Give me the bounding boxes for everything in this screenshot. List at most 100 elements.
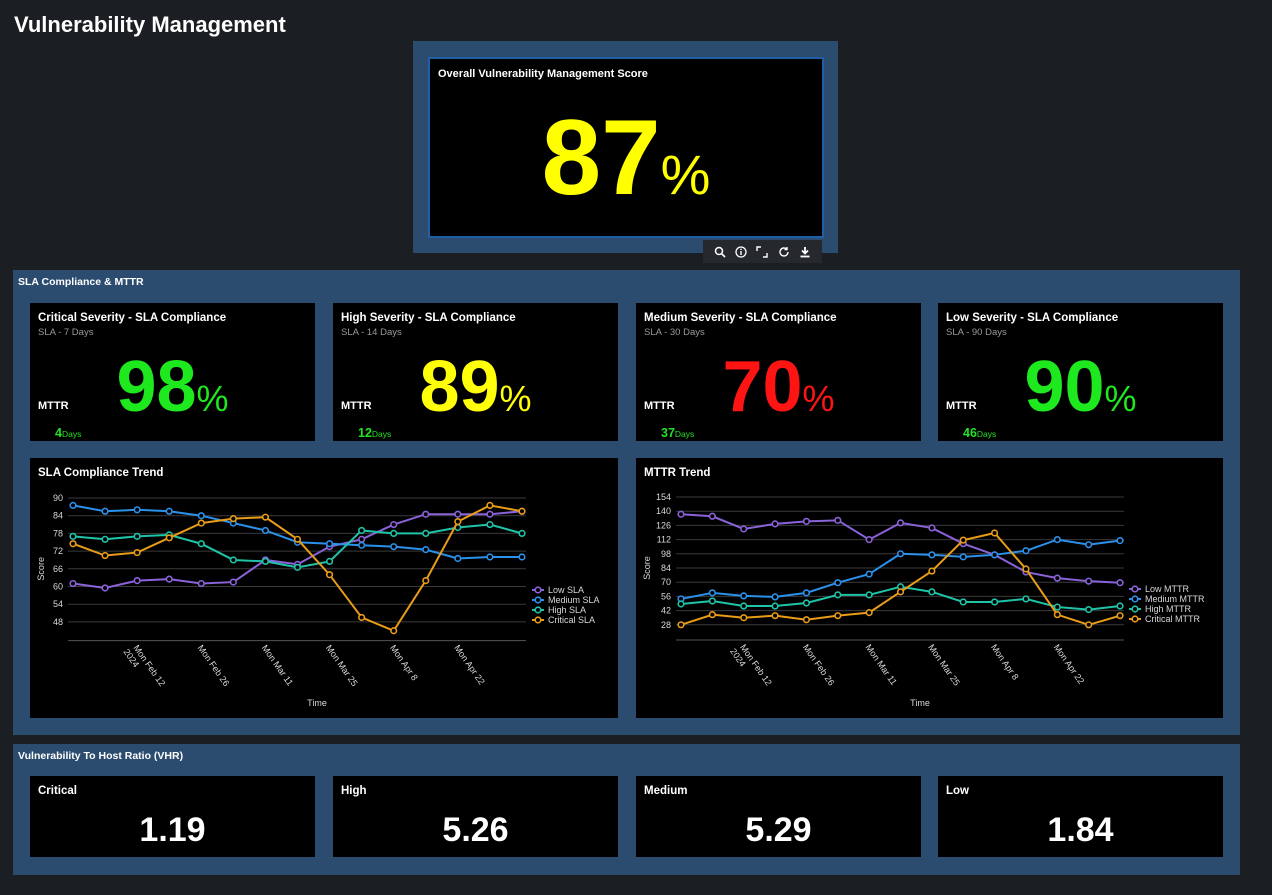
data-point	[133, 506, 141, 514]
card-title: High	[341, 785, 367, 797]
data-point	[390, 543, 398, 551]
legend-label[interactable]: Low SLA	[548, 585, 584, 595]
section-title: Vulnerability To Host Ratio (VHR)	[18, 750, 184, 762]
data-point	[133, 576, 141, 585]
data-point	[771, 520, 779, 528]
data-point	[486, 553, 494, 561]
data-point	[740, 614, 748, 622]
y-tick-label: 42	[661, 606, 671, 616]
download-button[interactable]	[799, 246, 811, 258]
data-point	[740, 592, 748, 600]
data-point	[229, 578, 237, 586]
sla-unit: %	[802, 378, 835, 419]
data-point	[896, 550, 905, 558]
mttr-unit: Days	[371, 429, 392, 439]
search-button[interactable]	[714, 246, 726, 258]
data-point	[69, 532, 77, 540]
data-point	[677, 600, 685, 608]
legend-label[interactable]: Low MTTR	[1145, 584, 1190, 594]
data-point	[454, 510, 462, 518]
mttr-value: 46	[963, 426, 977, 440]
y-tick-label: 28	[661, 620, 671, 630]
score-value-row: 87%	[430, 104, 822, 211]
sla-value-row: 98%	[30, 351, 315, 423]
chart-card: SLA Compliance Trend 48 54 60 66 72 78 84 90 Mon …	[30, 458, 618, 718]
sla-unit: %	[499, 378, 532, 419]
mttr-value: 37	[661, 426, 675, 440]
sla-value: 70	[722, 347, 803, 427]
y-tick-label: 48	[53, 617, 63, 627]
refresh-button[interactable]	[778, 246, 790, 258]
data-point	[133, 532, 141, 540]
y-tick-label: 60	[53, 582, 63, 592]
page-title: Vulnerability Management	[14, 12, 286, 37]
data-point	[1085, 621, 1093, 629]
data-point	[865, 609, 873, 617]
data-point	[1022, 595, 1030, 603]
expand-button[interactable]	[756, 245, 769, 258]
data-point	[896, 519, 905, 527]
data-point	[1085, 541, 1093, 549]
data-point	[959, 598, 967, 606]
y-tick-label: 112	[657, 535, 671, 545]
data-point	[928, 567, 936, 575]
legend-swatch	[1131, 615, 1139, 623]
x-tick-label: Mon Mar 25	[324, 643, 360, 688]
data-point	[165, 575, 173, 583]
info-button[interactable]	[735, 245, 747, 258]
data-point	[1053, 611, 1061, 619]
data-point	[896, 588, 905, 596]
y-tick-label: 154	[656, 492, 671, 502]
card-title: Medium Severity - SLA Compliance	[644, 312, 837, 324]
data-point	[454, 517, 462, 526]
data-point	[165, 534, 173, 542]
sla-value: 98	[116, 347, 197, 427]
y-tick-label: 140	[656, 506, 671, 516]
score-value: 87	[541, 97, 661, 217]
data-point	[1085, 577, 1093, 585]
vhr-card: High 5.26	[333, 776, 618, 857]
mttr-row: 46Days	[963, 424, 996, 442]
data-point	[518, 553, 526, 561]
data-point	[518, 507, 526, 515]
sla-value-row: 89%	[333, 351, 618, 423]
vhr-value: 1.84	[1047, 811, 1114, 849]
data-point	[261, 513, 270, 521]
legend-label[interactable]: High MTTR	[1145, 604, 1192, 614]
legend-label[interactable]: High SLA	[548, 605, 586, 615]
data-point	[708, 589, 716, 597]
y-tick-label: 78	[53, 528, 63, 538]
data-point	[69, 540, 77, 548]
legend-swatch	[534, 606, 542, 614]
y-tick-label: 70	[661, 577, 671, 587]
legend-swatch	[1131, 585, 1139, 593]
legend-label[interactable]: Medium MTTR	[1145, 594, 1205, 604]
legend-swatch	[534, 596, 542, 604]
legend-swatch	[1131, 605, 1139, 613]
vhr-value: 5.29	[745, 811, 812, 849]
mttr-unit: Days	[976, 429, 997, 439]
data-point	[293, 563, 302, 571]
y-axis-label: Score	[642, 556, 652, 580]
data-point	[708, 611, 716, 619]
data-point	[1116, 579, 1124, 587]
vhr-card: Low 1.84	[938, 776, 1223, 857]
legend-label[interactable]: Medium SLA	[548, 595, 600, 605]
legend-label[interactable]: Critical MTTR	[1145, 614, 1200, 624]
section-title: SLA Compliance & MTTR	[18, 276, 144, 288]
legend-label[interactable]: Critical SLA	[548, 615, 595, 625]
card-subtitle: SLA - 14 Days	[341, 327, 402, 338]
x-tick-label: Mon Apr 22	[1052, 642, 1087, 685]
data-point	[1053, 574, 1061, 582]
sla-value-row: 90%	[938, 351, 1223, 423]
chart-card: MTTR Trend 28 42 56 70 84 98 112 126 140 154 Mon Fe…	[636, 458, 1223, 718]
data-point	[1053, 603, 1061, 611]
mttr-unit: Days	[674, 429, 695, 439]
legend-swatch	[1131, 595, 1139, 603]
data-point	[101, 507, 109, 515]
y-tick-label: 84	[661, 563, 671, 573]
panel-toolbar	[703, 240, 822, 263]
data-point	[69, 501, 77, 509]
data-point	[677, 621, 685, 629]
